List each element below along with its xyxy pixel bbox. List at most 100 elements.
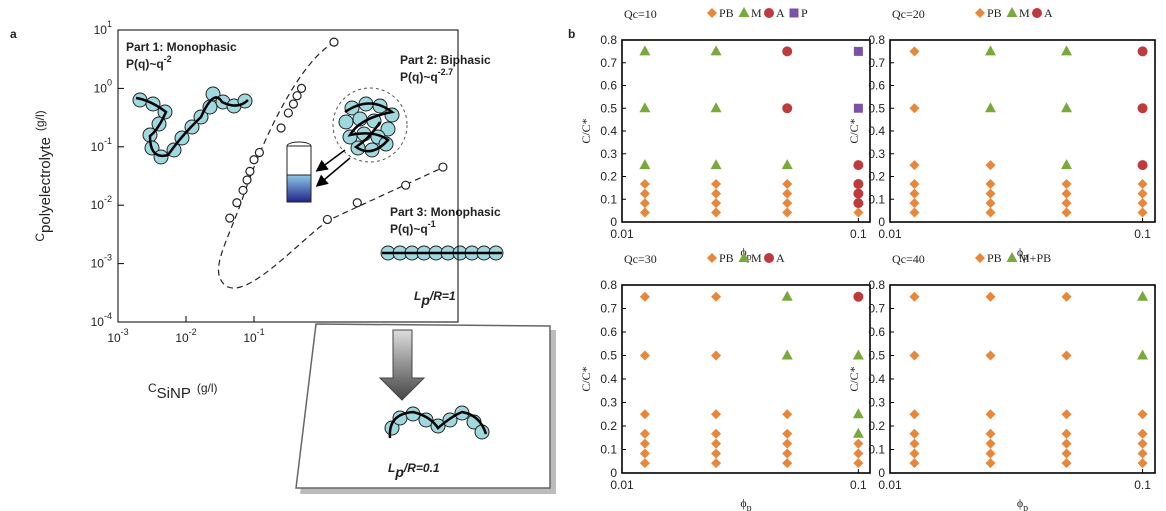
y-tick-label: 0.7 <box>600 56 617 70</box>
marker-diamond <box>1061 350 1072 361</box>
marker-diamond <box>985 188 996 199</box>
marker-open-circle <box>438 162 448 172</box>
marker-square <box>853 103 863 113</box>
y-tick-label: 0.3 <box>868 147 885 161</box>
y-tick-label: 0.8 <box>600 33 617 47</box>
marker-diamond <box>1061 458 1072 469</box>
annotation: Part 3: Monophasic <box>390 205 501 219</box>
marker-diamond <box>985 350 996 361</box>
x-tick-label: 10-2 <box>175 327 196 345</box>
annotation-exponent: -2 <box>164 54 172 64</box>
label-main: C <box>33 233 47 242</box>
x-axis-label: ϕp <box>1017 496 1028 511</box>
annotation: Part 1: Monophasic <box>126 40 237 54</box>
marker-triangle <box>710 45 722 56</box>
marker-circle <box>1137 103 1148 114</box>
label-main: ϕ <box>740 496 746 510</box>
marker-diamond <box>1137 428 1148 439</box>
x-tick-label: 10-1 <box>243 327 264 345</box>
y-tick-label: 0.4 <box>600 372 617 386</box>
marker-diamond <box>639 179 650 190</box>
marker-diamond <box>639 350 650 361</box>
legend-label: M <box>751 6 762 20</box>
marker-circle <box>853 198 864 209</box>
marker-diamond <box>711 179 722 190</box>
y-tick-label: 10-1 <box>91 136 112 154</box>
y-tick-label: 0.8 <box>868 278 885 292</box>
y-tick-label: 0.4 <box>868 372 885 386</box>
marker-diamond <box>985 448 996 459</box>
marker-triangle <box>1006 252 1018 262</box>
y-tick-label: 0.6 <box>868 325 885 339</box>
marker-diamond <box>707 8 717 18</box>
marker-diamond <box>711 428 722 439</box>
chart-title: Qc=10 <box>624 7 657 21</box>
marker-triangle <box>781 159 793 170</box>
marker-square <box>853 46 863 56</box>
x-tick-label: 0.01 <box>610 227 634 241</box>
y-axis-label: Cpolyelectrolyte (g/l) <box>33 110 54 241</box>
marker-circle <box>782 46 793 57</box>
marker-circle <box>853 188 864 199</box>
y-tick-label: 0.3 <box>600 396 617 410</box>
plot-frame <box>117 29 459 323</box>
marker-triangle <box>738 7 750 17</box>
plot-frame <box>621 39 871 223</box>
y-tick-label: 0.4 <box>600 124 617 138</box>
label-main: ϕ <box>740 245 746 259</box>
marker-diamond <box>707 253 717 263</box>
x-tick-label: 10-3 <box>107 327 128 345</box>
marker-diamond <box>711 188 722 199</box>
y-tick-label: 0.5 <box>600 349 617 363</box>
marker-open-circle <box>296 83 307 94</box>
marker-diamond <box>909 188 920 199</box>
tick-base: 10 <box>175 331 189 345</box>
marker-triangle <box>1006 7 1018 17</box>
tick-base: 10 <box>91 257 105 271</box>
marker-diamond <box>711 438 722 449</box>
marker-diamond <box>985 179 996 190</box>
marker-triangle <box>1137 290 1149 301</box>
marker-diamond <box>1061 179 1072 190</box>
marker-diamond <box>1061 291 1072 302</box>
tick-exponent: 1 <box>107 19 112 29</box>
marker-open-circle <box>283 108 293 118</box>
label-main: ϕ <box>1017 496 1023 510</box>
annotation-exponent: -1 <box>428 219 436 229</box>
marker-diamond <box>1137 207 1148 218</box>
marker-diamond <box>1061 438 1072 449</box>
marker-diamond <box>782 458 793 469</box>
y-tick-label: 0.2 <box>868 419 885 433</box>
label-unit: (g/l) <box>33 110 47 131</box>
marker-diamond <box>909 160 920 171</box>
marker-open-circle <box>225 213 235 223</box>
label-sub: polyelectrolyte <box>37 137 54 233</box>
annotation: P(q)~q-2 <box>126 54 172 71</box>
x-axis-label: ϕp <box>1017 245 1028 263</box>
y-tick-label: 0 <box>878 466 885 480</box>
marker-open-circle <box>242 175 252 185</box>
marker-diamond <box>639 438 650 449</box>
y-tick-label: 100 <box>94 77 112 95</box>
marker-diamond <box>985 458 996 469</box>
marker-diamond <box>909 198 920 209</box>
marker-open-circle <box>245 166 255 176</box>
marker-triangle <box>985 45 997 56</box>
marker-diamond <box>782 179 793 190</box>
annotation-text: P(q)~q <box>126 57 164 71</box>
legend-label: M <box>1019 6 1030 20</box>
marker-open-circle <box>288 99 299 109</box>
marker-diamond <box>639 428 650 439</box>
marker-triangle <box>710 102 722 113</box>
annotation: Lp/R=1 <box>414 289 456 308</box>
marker-diamond <box>975 8 985 18</box>
legend-label: PB <box>719 6 734 20</box>
marker-open-circle <box>276 123 286 133</box>
tick-exponent: -3 <box>121 327 129 337</box>
marker-diamond <box>1137 198 1148 209</box>
marker-triangle <box>1137 349 1149 360</box>
panel-label: b <box>568 27 575 41</box>
annotation-sub: p <box>420 292 430 308</box>
annotation: P(q)~q-2.7 <box>400 67 453 84</box>
marker-open-circle <box>249 155 259 165</box>
